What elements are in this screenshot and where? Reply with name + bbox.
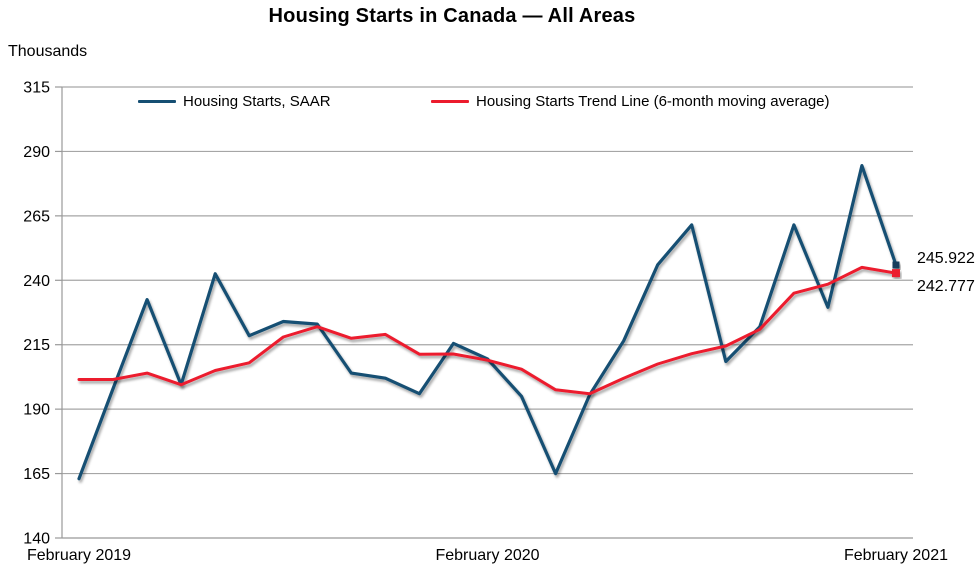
y-tick-label: 265 — [23, 208, 50, 225]
legend-item-trend: Housing Starts Trend Line (6-month movin… — [431, 92, 830, 110]
y-tick-label: 165 — [23, 466, 50, 483]
legend-label-saar: Housing Starts, SAAR — [183, 92, 331, 110]
y-tick-label: 140 — [23, 531, 50, 548]
data-label-saar: 245.922 — [917, 250, 975, 268]
trend-end-marker — [891, 269, 900, 278]
saar-series-line — [77, 164, 898, 481]
y-tick-label: 290 — [23, 144, 50, 161]
y-tick-label: 315 — [23, 80, 50, 97]
y-axis-unit-label: Thousands — [8, 43, 88, 60]
saar-end-marker — [892, 261, 900, 269]
y-tick-label: 190 — [23, 402, 50, 419]
saar-line-swatch — [138, 99, 176, 103]
x-tick-label: February 2021 — [844, 547, 948, 564]
x-tick-label: February 2020 — [435, 547, 539, 564]
y-tick-label: 240 — [23, 273, 50, 290]
x-tick-label: February 2019 — [27, 547, 131, 564]
legend-item-saar: Housing Starts, SAAR — [138, 92, 331, 110]
y-tick-label: 215 — [23, 337, 50, 354]
chart-title: Housing Starts in Canada — All Areas — [268, 5, 636, 27]
trend-series-line — [77, 265, 898, 396]
data-label-trend: 242.777 — [917, 278, 975, 296]
legend-label-trend: Housing Starts Trend Line (6-month movin… — [476, 92, 830, 110]
trend-line-swatch — [431, 99, 469, 103]
